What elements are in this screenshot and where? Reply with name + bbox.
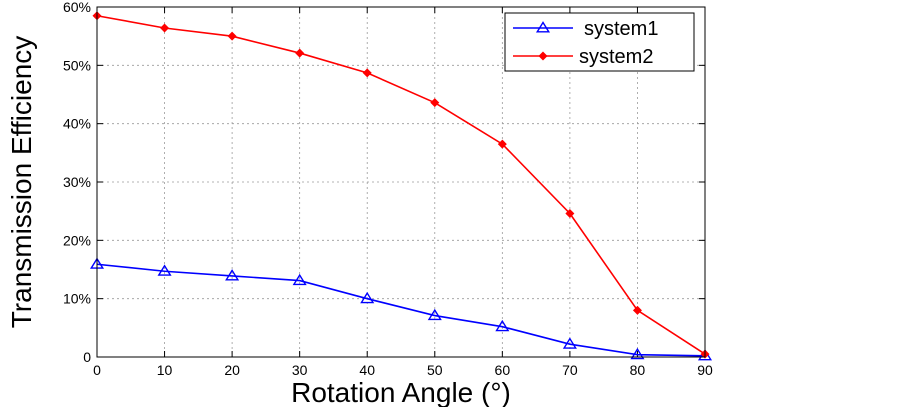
y-tick-label: 10% [63, 291, 91, 307]
series-system1 [89, 257, 713, 361]
data-point-system1 [427, 308, 442, 321]
data-point-system1 [630, 347, 645, 360]
data-point-system2 [295, 48, 305, 58]
x-tick-label: 10 [157, 362, 173, 378]
y-tick-label: 60% [63, 0, 91, 15]
x-tick-label: 30 [292, 362, 308, 378]
series-line-system1 [96, 263, 706, 357]
y-tick-label: 20% [63, 232, 91, 248]
y-axis-title: Transmission Efficiency [6, 36, 37, 329]
x-tick-label: 60 [495, 362, 511, 378]
legend-label-system1: system1 [584, 18, 658, 40]
y-tick-label: 50% [63, 57, 91, 73]
data-point-system2 [160, 23, 170, 33]
data-point-system2 [565, 208, 575, 219]
data-point-system1 [495, 319, 510, 332]
legend-item-system2: system2 [513, 46, 653, 68]
y-tick-labels: 0 10% 20% 30% 40% 50% 60% [63, 0, 91, 365]
x-tick-label: 40 [359, 362, 375, 378]
legend-marker-system2 [538, 51, 548, 61]
data-point-system2 [362, 68, 372, 78]
plot-frame [96, 6, 706, 358]
legend: system1 system2 [504, 12, 695, 72]
x-tick-label: 20 [224, 362, 240, 378]
data-point-system2 [632, 305, 642, 315]
data-point-system2 [227, 31, 237, 41]
series-layer [89, 11, 713, 361]
x-tick-label: 90 [697, 362, 713, 378]
x-tick-label: 70 [562, 362, 578, 378]
y-tick-label: 30% [63, 174, 91, 190]
legend-box [504, 12, 695, 72]
series-system2 [92, 11, 710, 359]
legend-marker-system1 [535, 21, 551, 33]
data-point-system1 [292, 273, 307, 286]
y-tick-label: 40% [63, 116, 91, 132]
x-axis-title: Rotation Angle (°) [291, 377, 511, 407]
data-point-system1 [360, 291, 375, 304]
x-tick-label: 50 [427, 362, 443, 378]
x-tick-label: 0 [93, 362, 101, 378]
x-tick-label: 80 [630, 362, 646, 378]
data-point-system2 [497, 139, 507, 149]
data-point-system1 [562, 337, 577, 349]
legend-item-system1: system1 [513, 18, 658, 40]
series-line-system2 [96, 14, 706, 355]
x-tick-labels: 0 10 20 30 40 50 60 70 80 90 [93, 362, 713, 378]
data-point-system1 [157, 264, 172, 276]
data-point-system1 [225, 269, 240, 281]
data-point-system2 [430, 98, 440, 108]
y-tick-label: 0 [83, 349, 91, 365]
legend-label-system2: system2 [579, 46, 653, 68]
